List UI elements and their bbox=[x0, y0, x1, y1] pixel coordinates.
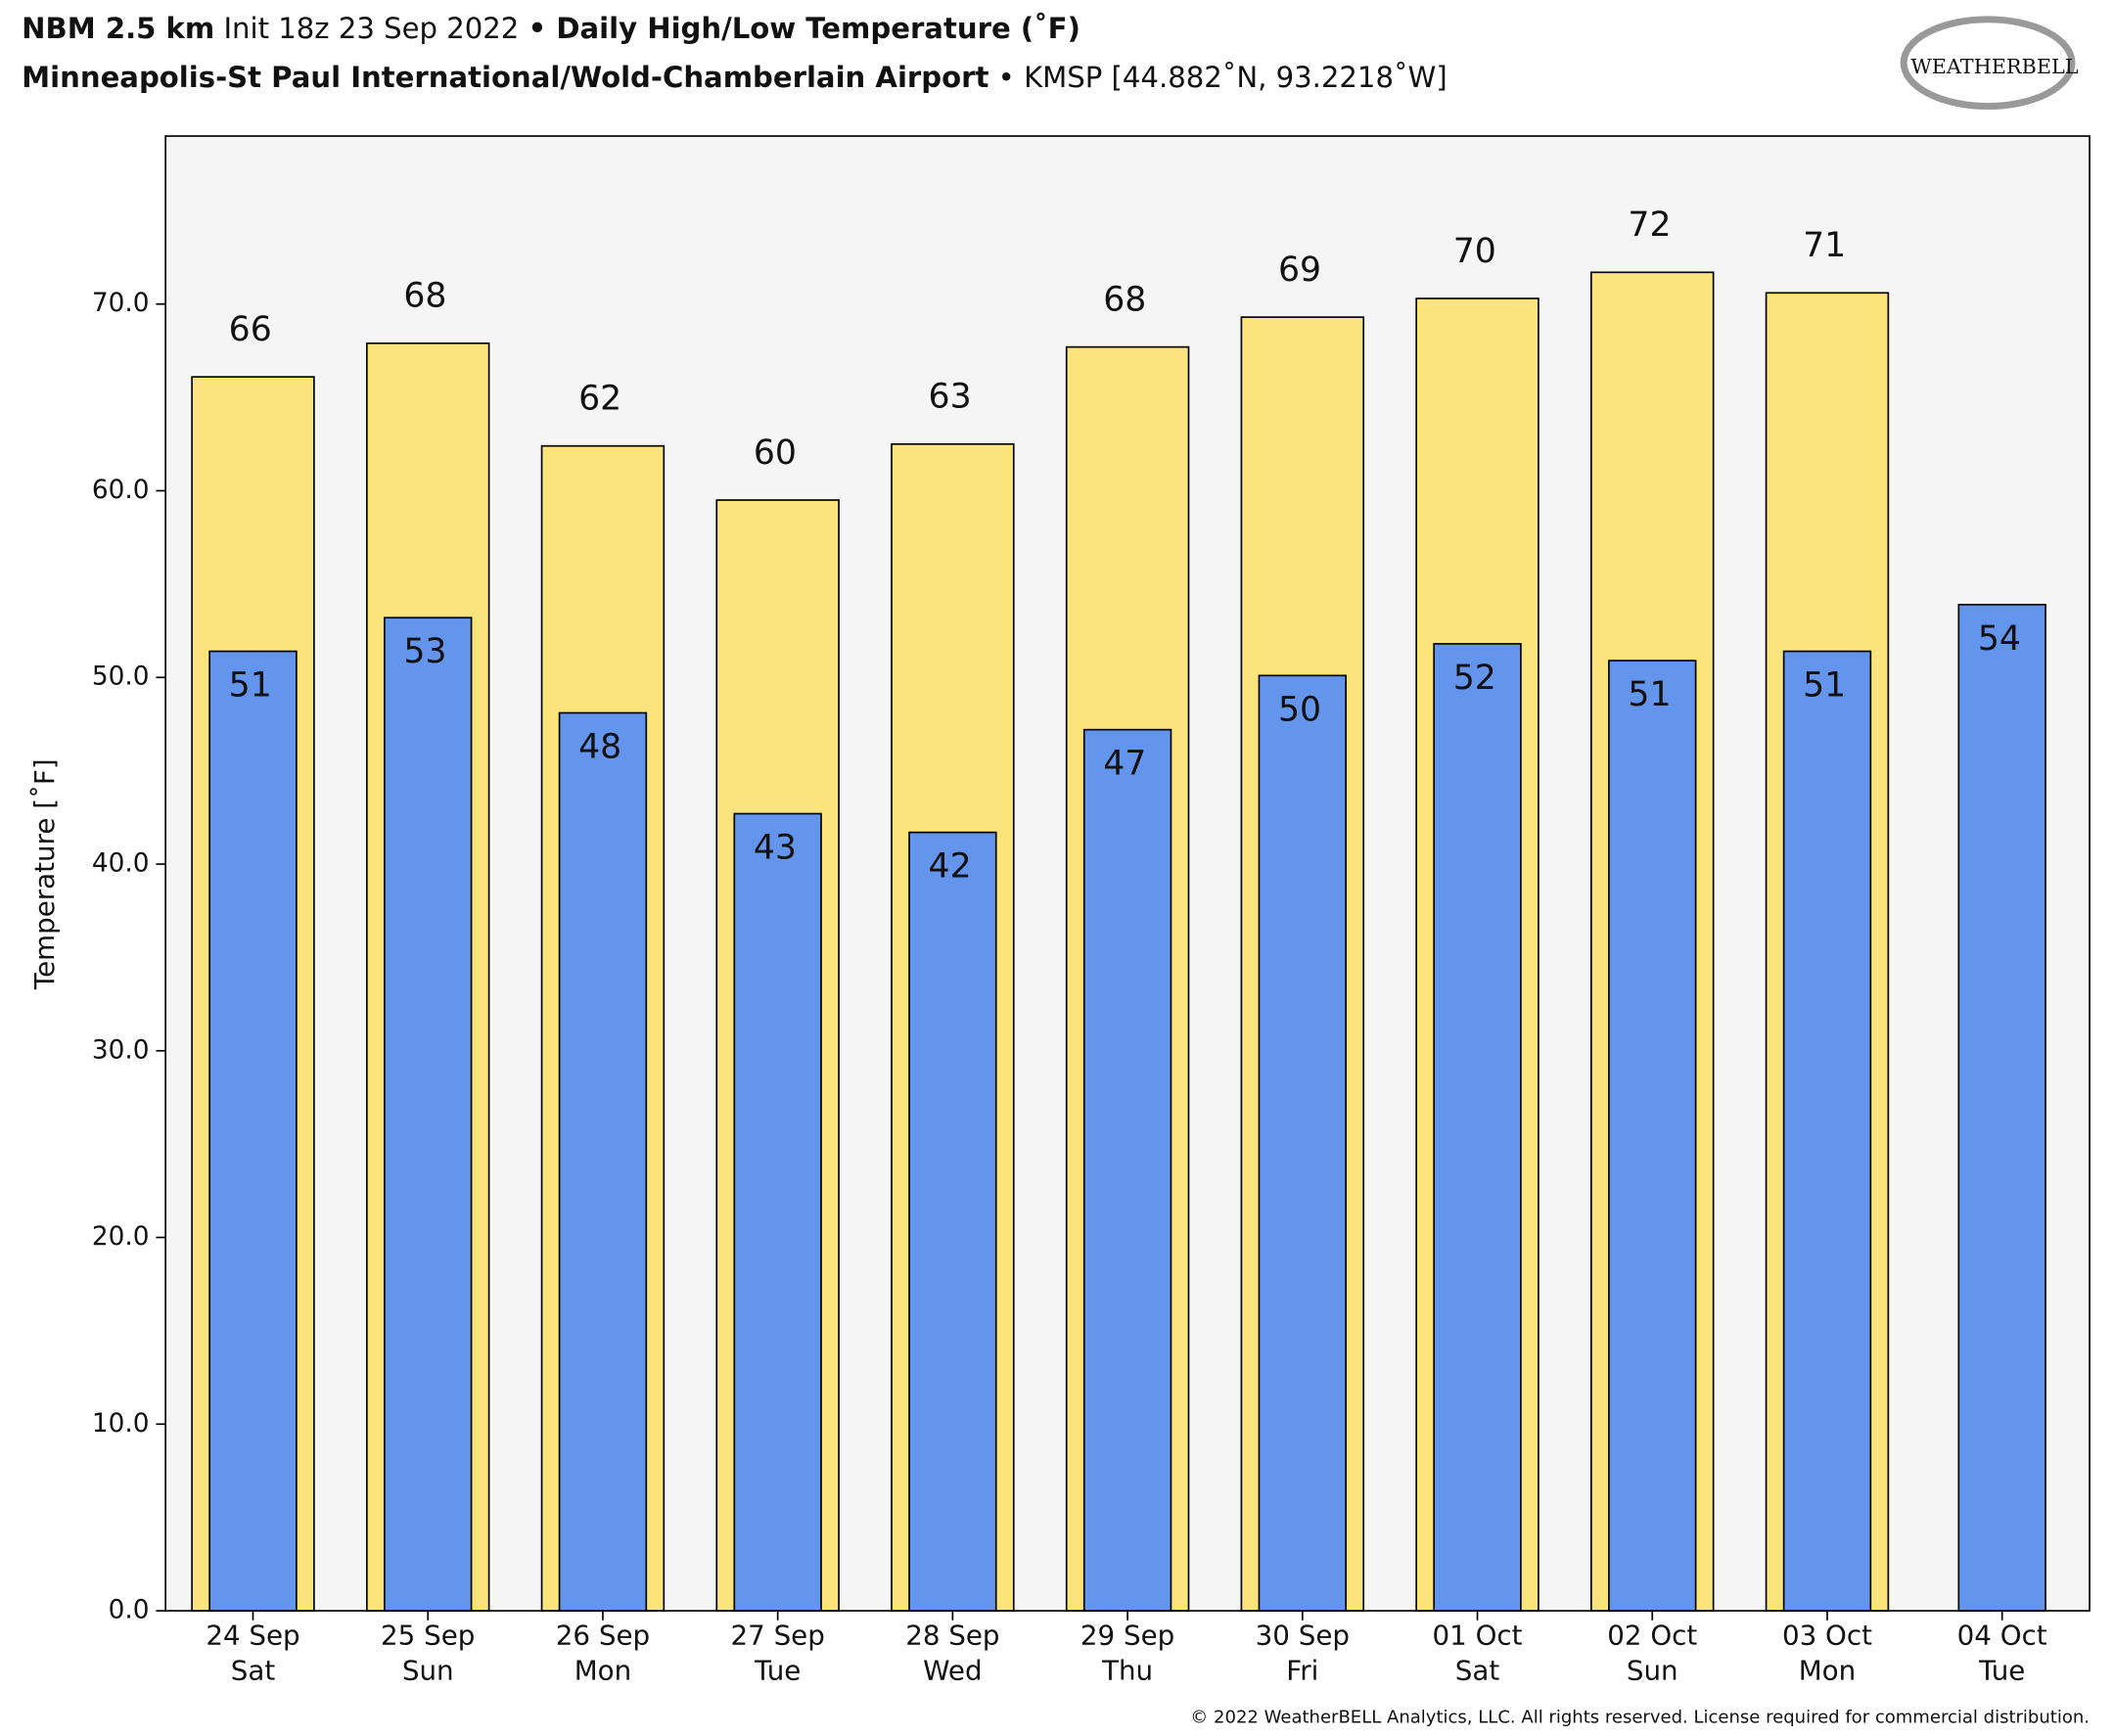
title-variable: • Daily High/Low Temperature (˚F) bbox=[528, 12, 1080, 45]
y-tick-label: 50.0 bbox=[92, 662, 150, 692]
x-tick-label: 04 Oct bbox=[1957, 1619, 2047, 1651]
logo-text: WEATHERBELL bbox=[1910, 55, 2078, 78]
x-tick-label: 03 Oct bbox=[1782, 1619, 1872, 1651]
x-tick-weekday: Sun bbox=[402, 1654, 454, 1686]
high-label: 63 bbox=[929, 378, 972, 417]
low-bar bbox=[1258, 674, 1348, 1612]
x-tick-weekday: Tue bbox=[1978, 1654, 2025, 1686]
low-label: 48 bbox=[578, 728, 621, 767]
high-label: 62 bbox=[578, 380, 621, 419]
low-bar bbox=[208, 650, 298, 1612]
y-tick-label: 10.0 bbox=[92, 1409, 150, 1439]
high-label: 71 bbox=[1803, 226, 1846, 265]
low-label: 47 bbox=[1103, 745, 1146, 784]
high-label: 68 bbox=[403, 277, 446, 316]
y-axis-label: Temperature [˚F] bbox=[28, 758, 61, 990]
plot-frame bbox=[164, 135, 2091, 1612]
low-label: 51 bbox=[1628, 675, 1671, 714]
subtitle-station: Minneapolis-St Paul International/Wold-C… bbox=[22, 61, 988, 94]
x-tick-label: 01 Oct bbox=[1433, 1619, 1523, 1651]
low-label: 42 bbox=[929, 847, 972, 887]
low-label: 50 bbox=[1278, 690, 1321, 729]
y-tick-label: 70.0 bbox=[92, 289, 150, 318]
low-bar bbox=[1957, 604, 2046, 1612]
x-tick-label: 02 Oct bbox=[1607, 1619, 1697, 1651]
y-tick-label: 30.0 bbox=[92, 1035, 150, 1065]
low-bar bbox=[1082, 728, 1172, 1612]
x-tick-weekday: Wed bbox=[923, 1654, 982, 1686]
high-label: 66 bbox=[229, 310, 272, 349]
logo: WEATHERBELL bbox=[1900, 16, 2079, 111]
x-tick-weekday: Fri bbox=[1286, 1654, 1318, 1686]
low-bar bbox=[908, 831, 997, 1612]
low-bar bbox=[733, 812, 822, 1612]
title-init: Init 18z 23 Sep 2022 bbox=[214, 12, 528, 45]
low-label: 53 bbox=[403, 632, 446, 671]
x-tick-weekday: Thu bbox=[1101, 1654, 1153, 1686]
x-tick-label: 26 Sep bbox=[556, 1619, 650, 1651]
low-bar bbox=[1782, 650, 1872, 1612]
low-label: 54 bbox=[1978, 619, 2021, 659]
low-label: 43 bbox=[754, 829, 797, 868]
x-tick-label: 30 Sep bbox=[1256, 1619, 1350, 1651]
x-tick-weekday: Mon bbox=[1799, 1654, 1856, 1686]
logo-swirl bbox=[1900, 16, 2076, 111]
x-tick-label: 27 Sep bbox=[730, 1619, 824, 1651]
low-label: 51 bbox=[229, 666, 272, 706]
high-label: 72 bbox=[1628, 206, 1671, 245]
high-label: 68 bbox=[1103, 280, 1146, 319]
x-tick-weekday: Sat bbox=[231, 1654, 276, 1686]
y-tick-label: 20.0 bbox=[92, 1222, 150, 1252]
low-bar bbox=[1433, 643, 1522, 1612]
x-tick-weekday: Sat bbox=[1455, 1654, 1500, 1686]
x-tick-label: 24 Sep bbox=[206, 1619, 299, 1651]
y-tick-label: 60.0 bbox=[92, 476, 150, 505]
x-tick-weekday: Tue bbox=[754, 1654, 801, 1686]
high-label: 70 bbox=[1453, 232, 1496, 271]
title-model: NBM 2.5 km bbox=[22, 12, 214, 45]
x-tick-weekday: Sun bbox=[1627, 1654, 1678, 1686]
low-label: 52 bbox=[1453, 659, 1496, 698]
low-bar bbox=[558, 711, 648, 1612]
chart-subtitle: Minneapolis-St Paul International/Wold-C… bbox=[22, 61, 1448, 94]
high-label: 60 bbox=[754, 434, 797, 473]
y-tick-label: 40.0 bbox=[92, 849, 150, 879]
low-label: 51 bbox=[1803, 666, 1846, 706]
subtitle-location: • KMSP [44.882˚N, 93.2218˚W] bbox=[988, 61, 1447, 94]
high-label: 69 bbox=[1278, 251, 1321, 290]
x-tick-label: 25 Sep bbox=[381, 1619, 475, 1651]
x-tick-label: 29 Sep bbox=[1080, 1619, 1174, 1651]
low-bar bbox=[1608, 660, 1697, 1612]
footer: © 2022 WeatherBELL Analytics, LLC. All r… bbox=[1190, 1708, 2090, 1728]
y-tick-label: 0.0 bbox=[109, 1596, 150, 1625]
x-tick-label: 28 Sep bbox=[905, 1619, 999, 1651]
x-tick-weekday: Mon bbox=[574, 1654, 631, 1686]
chart-title: NBM 2.5 km Init 18z 23 Sep 2022 • Daily … bbox=[22, 12, 1080, 45]
low-bar bbox=[384, 617, 473, 1612]
